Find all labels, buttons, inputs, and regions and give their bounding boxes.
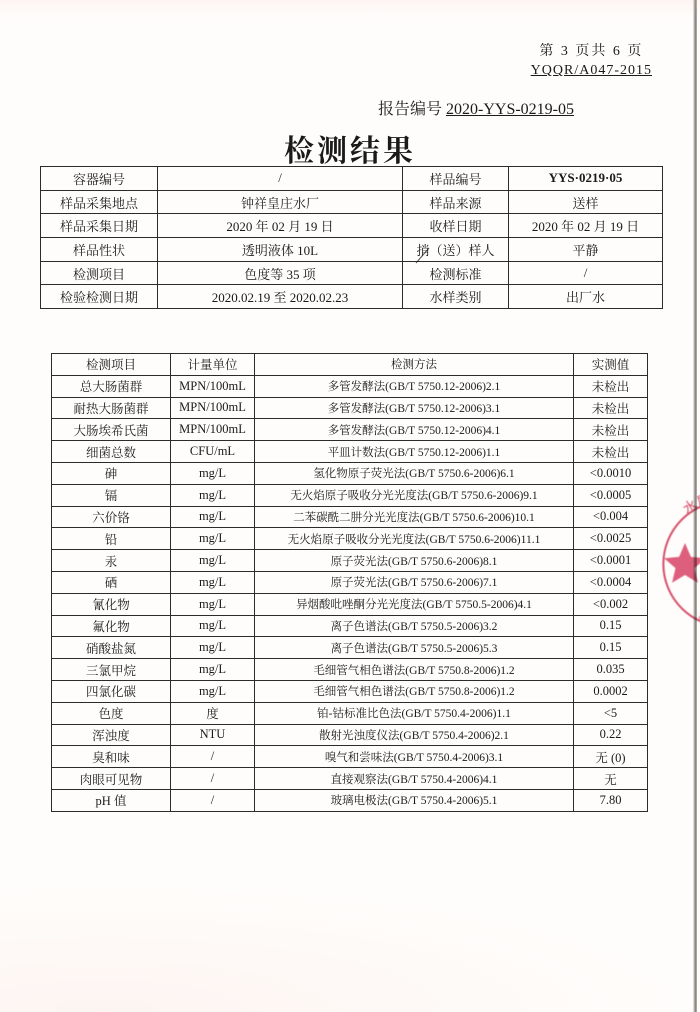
svg-text:水质检测中心: 水质检测中心 — [680, 489, 700, 518]
